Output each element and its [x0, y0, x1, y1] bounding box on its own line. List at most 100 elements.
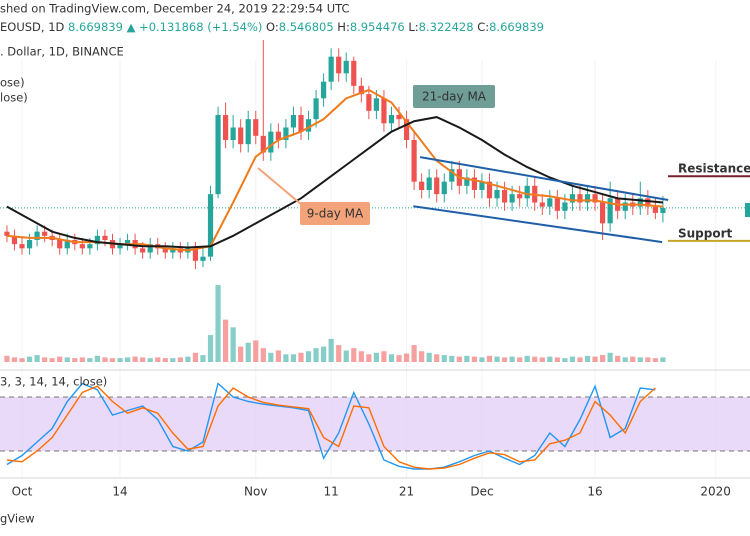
volume-bar — [192, 352, 199, 362]
volume-bar — [109, 358, 116, 362]
ohlc-label: H: — [337, 20, 350, 34]
candle-body — [396, 115, 402, 120]
volume-bar — [132, 356, 138, 362]
candle-body — [147, 244, 153, 253]
candle-body — [464, 177, 470, 186]
volume-bar — [102, 357, 108, 362]
candle-body — [57, 240, 63, 249]
volume-bar — [268, 352, 274, 362]
candle-body — [584, 194, 591, 203]
candle-body — [200, 256, 206, 261]
candle-body — [336, 56, 342, 74]
candle-body — [253, 119, 259, 136]
candle-body — [358, 85, 364, 95]
volume-bar — [200, 355, 206, 362]
x-tick-label: 2020 — [700, 485, 731, 499]
volume-bar — [260, 348, 266, 362]
volume-bar — [64, 357, 70, 362]
volume-bar — [313, 348, 319, 362]
candle-body — [381, 98, 387, 124]
volume-bar — [34, 355, 40, 362]
volume-bar — [117, 358, 123, 362]
candle-body — [170, 248, 176, 253]
volume-bar — [230, 327, 236, 362]
stoch-line — [6, 382, 656, 470]
volume-bar — [336, 345, 342, 362]
volume-bar — [456, 356, 462, 362]
candle-body — [87, 244, 93, 249]
candle-body — [192, 248, 199, 261]
volume-bar — [577, 357, 583, 362]
volume-bar — [124, 357, 131, 362]
volume-bar — [366, 354, 372, 362]
candle-body — [426, 177, 432, 190]
candle-body — [222, 115, 229, 140]
volume-bar — [584, 355, 591, 362]
candle-body — [34, 231, 40, 240]
volume-bar — [253, 340, 259, 362]
volume-bar — [283, 354, 289, 362]
channel-line — [413, 205, 663, 244]
annotation: 21-day MA — [422, 90, 487, 104]
volume-bar — [238, 346, 244, 362]
symbol: EOUSD, 1D — [0, 20, 65, 34]
candle-body — [215, 115, 221, 195]
volume-bar — [426, 352, 432, 362]
candle-body — [124, 240, 131, 245]
close-value: 8.669839 — [489, 20, 544, 34]
annotation-pointer — [257, 167, 303, 206]
candle-body — [260, 135, 266, 153]
volume-bar — [471, 356, 478, 362]
volume-bar — [343, 350, 349, 362]
resistance-label: Resistance — [678, 162, 750, 176]
candle-body — [637, 198, 643, 207]
candle-body — [313, 98, 319, 120]
description: . Dollar, 1D, BINANCE — [0, 45, 124, 59]
candle-body — [577, 194, 583, 203]
volume-bar — [637, 357, 643, 362]
volume-bar — [539, 357, 545, 362]
candle-body — [449, 169, 455, 182]
ohlc-label: O: — [266, 20, 279, 34]
volume-bar — [72, 358, 78, 362]
candle-body — [411, 140, 417, 182]
price-tag — [745, 203, 750, 217]
volume-bar — [57, 356, 63, 362]
candle-body — [19, 244, 25, 249]
candle-body — [328, 56, 334, 82]
candle-body — [524, 185, 530, 199]
volume-bar — [373, 352, 379, 362]
channel-line — [419, 156, 669, 201]
candle-body — [290, 115, 297, 128]
volume-bar — [170, 358, 176, 362]
volume-bar — [321, 346, 327, 362]
volume-bar — [592, 356, 598, 362]
ohlc-label: C: — [477, 20, 489, 34]
x-tick-label: Nov — [244, 485, 267, 499]
volume-bar — [419, 351, 425, 362]
candle-body — [321, 81, 327, 99]
volume-bar — [501, 357, 508, 362]
volume-bar — [554, 357, 560, 362]
candle-body — [607, 198, 613, 224]
volume-bar — [645, 357, 651, 362]
x-tick-label: Oct — [12, 485, 33, 499]
volume-bar — [290, 354, 297, 362]
volume-bar — [622, 357, 628, 362]
annotation: 9-day MA — [307, 207, 364, 221]
candle-body — [275, 131, 281, 140]
candle-body — [547, 198, 553, 207]
candle-body — [268, 131, 274, 153]
volume-bar — [441, 355, 447, 362]
change: ▲ +0.131868 (+1.54%) — [127, 20, 263, 34]
volume-bar — [396, 355, 402, 362]
volume-bar — [147, 358, 153, 362]
candle-body — [660, 207, 666, 214]
support-label: Support — [678, 227, 733, 241]
volume-bar — [547, 356, 553, 362]
candle-body — [230, 127, 236, 140]
ma-line — [6, 116, 664, 249]
volume-bar — [434, 354, 440, 362]
